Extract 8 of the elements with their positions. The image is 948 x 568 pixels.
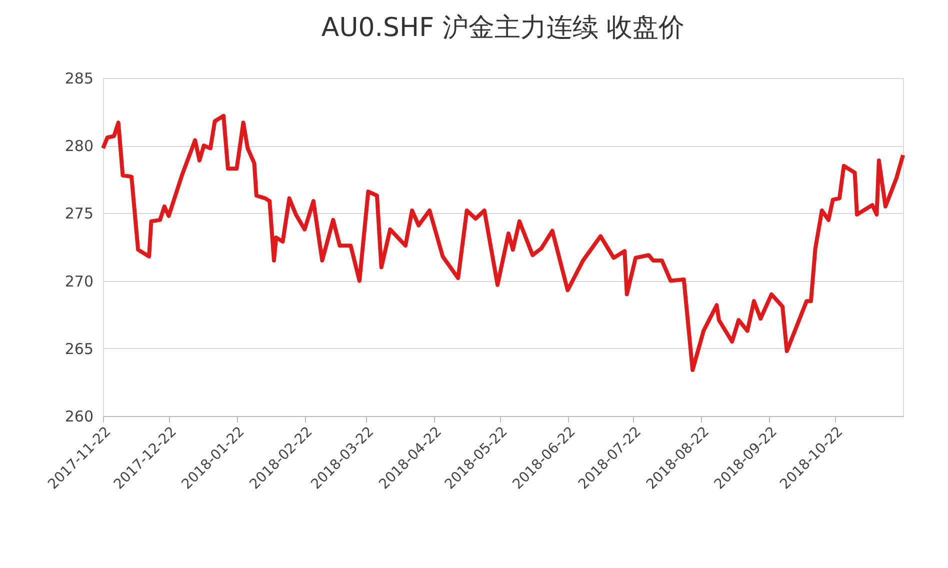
y-tick-label: 285	[64, 70, 94, 88]
y-tick-label: 280	[64, 137, 94, 156]
chart-title: AU0.SHF 沪金主力连续 收盘价	[321, 13, 685, 43]
line-series	[101, 114, 905, 372]
y-tick-label: 265	[64, 340, 94, 358]
y-tick-label: 270	[64, 272, 94, 290]
y-tick-label: 260	[64, 408, 94, 426]
y-tick-label: 275	[64, 204, 94, 223]
